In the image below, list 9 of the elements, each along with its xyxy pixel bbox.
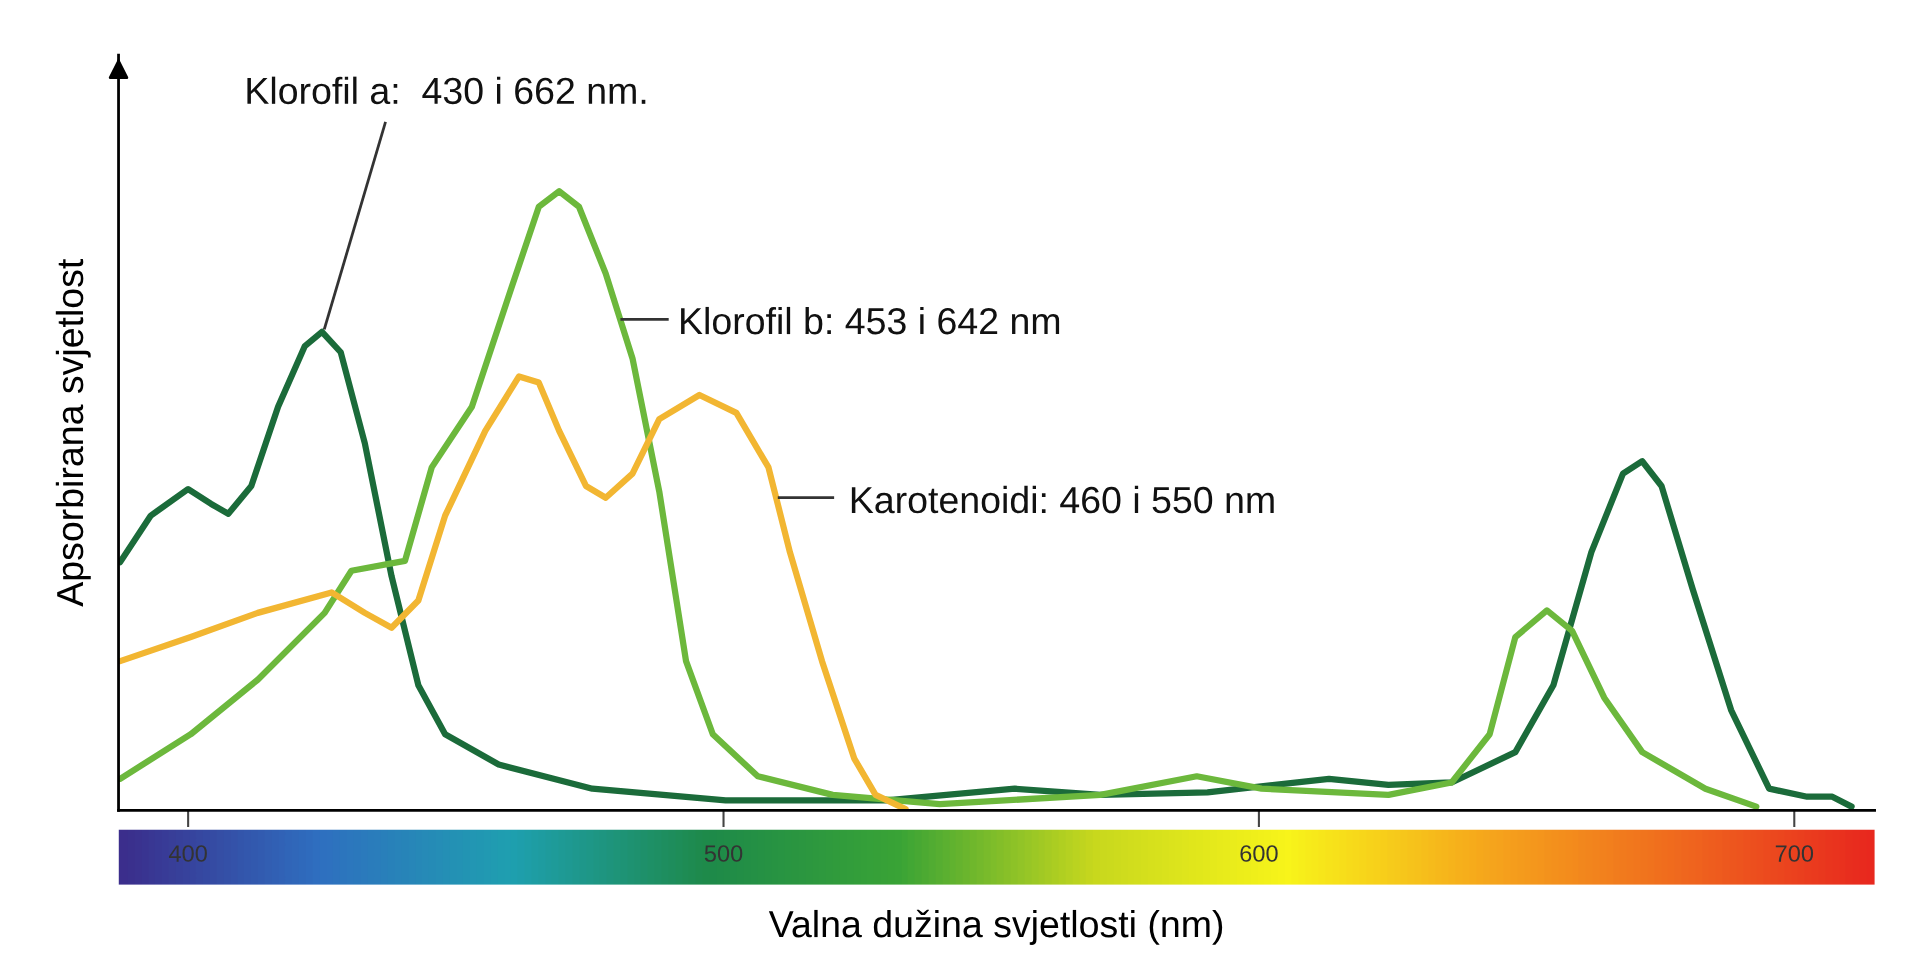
x-tick-label: 400 xyxy=(168,845,207,862)
y-axis-title: Apsorbirana svjetlost xyxy=(55,258,91,607)
x-tick-label: 500 xyxy=(704,845,743,862)
x-tick-label: 600 xyxy=(1240,845,1278,862)
series-label: Karotenoidi: 460 i 550 nm xyxy=(851,485,1274,514)
x-axis-title: Valna dužina svjetlosti (nm) xyxy=(768,909,1223,945)
x-tick-label: 700 xyxy=(1775,845,1814,862)
series-label: Klorofil b: 453 i 642 nm xyxy=(681,306,1060,335)
text: Klorofil a: 430 i 662 nm. xyxy=(247,76,646,105)
